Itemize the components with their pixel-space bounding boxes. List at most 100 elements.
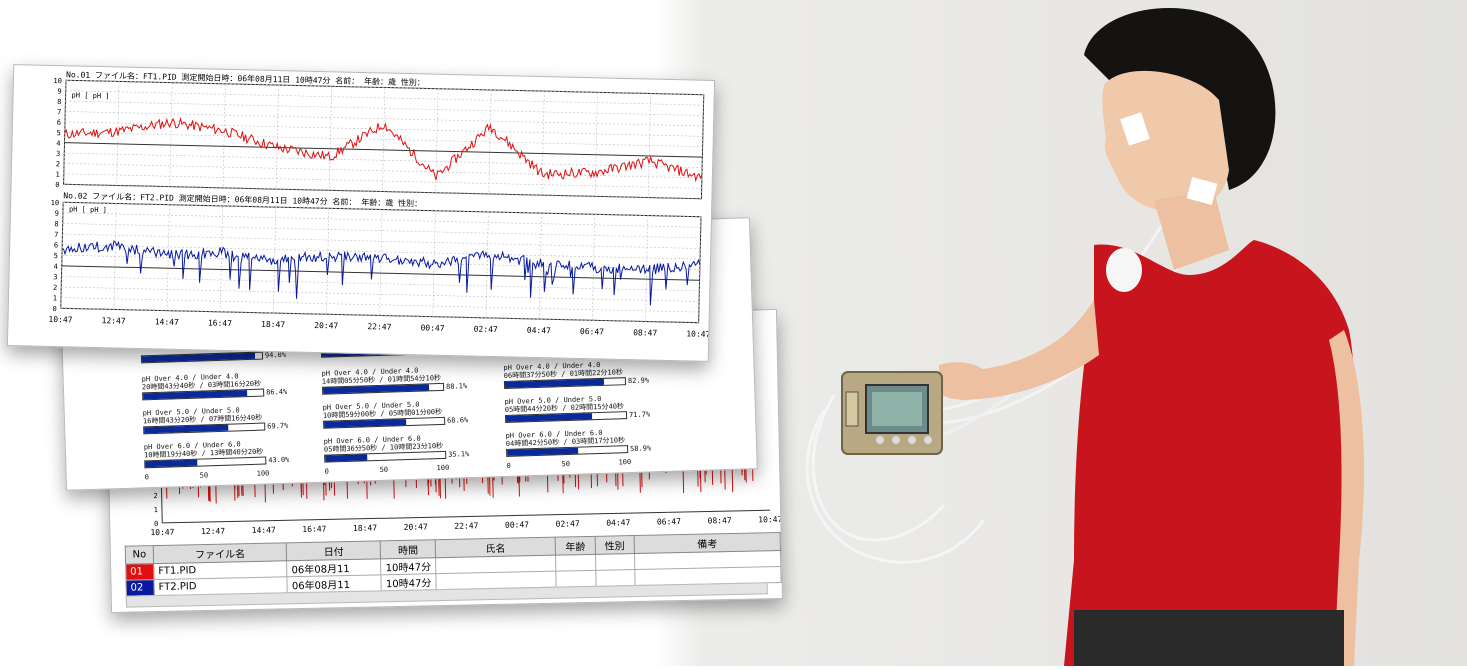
stat-bar-fill [324, 419, 406, 428]
stat-bar-fill [507, 448, 578, 456]
x-tick-label: 22:47 [454, 521, 478, 531]
x-tick-label: 08:47 [708, 516, 732, 526]
stat-bar-fill [144, 425, 228, 434]
y-tick-label: 9 [57, 87, 61, 95]
x-tick-label: 08:47 [633, 328, 657, 338]
y-tick-label: 5 [54, 252, 58, 260]
y-tick-label: 4 [53, 263, 57, 271]
y-tick-label: 0 [154, 520, 158, 528]
y-tick-label: 3 [53, 273, 57, 281]
stat-bar-fill [506, 413, 592, 422]
table-cell [556, 554, 596, 571]
y-tick-label: 0 [52, 305, 56, 313]
channel-2-series-label: pH [ pH ] [69, 205, 107, 214]
stat-percent: 68.6% [447, 416, 468, 425]
x-tick-label: 20:47 [314, 321, 338, 331]
y-tick-label: 3 [56, 150, 60, 158]
x-tick-label: 04:47 [527, 326, 551, 336]
stat-percent: 86.4% [266, 388, 287, 397]
y-tick-label: 10 [51, 199, 60, 207]
x-gridline [382, 88, 384, 192]
x-tick-label: 04:47 [606, 518, 630, 528]
y-tick-label: 5 [56, 129, 60, 137]
stat-bar-fill [145, 460, 197, 468]
x-tick-label: 12:47 [102, 316, 126, 326]
table-cell [596, 570, 636, 587]
y-tick-label: 7 [54, 231, 58, 239]
table-cell [595, 554, 635, 571]
y-tick-label: 2 [56, 160, 60, 168]
x-tick-label: 10:47 [686, 329, 710, 339]
table-cell: 10時47分 [381, 558, 436, 575]
y-tick-label: 2 [153, 492, 157, 500]
x-tick-label: 16:47 [208, 319, 232, 329]
y-tick-label: 10 [53, 77, 62, 85]
table-cell [556, 570, 596, 587]
stat-bar-fill [325, 454, 367, 461]
y-tick-label: 1 [154, 506, 158, 514]
stat-percent: 71.7% [629, 410, 650, 419]
column-header[interactable]: 時間 [381, 540, 436, 559]
x-tick-label: 10:47 [758, 515, 780, 525]
stat-bar-fill [505, 379, 605, 388]
stat-percent: 43.0% [268, 456, 289, 465]
stat-percent: 69.7% [267, 422, 288, 431]
x-tick-label: 14:47 [252, 526, 276, 536]
x-gridline [380, 209, 382, 315]
x-tick-label: 18:47 [261, 320, 285, 330]
x-tick-label: 06:47 [657, 517, 681, 527]
column-header[interactable]: 年齢 [556, 536, 596, 555]
y-tick-label: 9 [55, 210, 59, 218]
y-tick-label: 8 [54, 220, 58, 228]
y-tick-label: 0 [55, 181, 59, 189]
table-cell: 01 [126, 564, 154, 581]
stat-bar-fill [143, 390, 247, 399]
x-tick-label: 00:47 [505, 520, 529, 530]
column-header[interactable]: 日付 [286, 541, 380, 561]
x-tick-label: 02:47 [556, 519, 580, 529]
y-tick-label: 2 [53, 284, 57, 292]
ph-chart: No.01 ファイル名：FT1.PID 測定開始日時：06年08月11日 10時… [8, 65, 714, 361]
x-tick-label: 10:47 [150, 528, 174, 538]
x-tick-label: 16:47 [302, 524, 326, 534]
y-tick-label: 1 [53, 294, 57, 302]
y-tick-label: 7 [57, 108, 61, 116]
x-tick-label: 10:47 [48, 315, 72, 325]
y-tick-label: 1 [55, 171, 59, 179]
table-cell: 02 [126, 580, 154, 597]
x-tick-label: 06:47 [580, 327, 604, 337]
x-tick-label: 22:47 [367, 322, 391, 332]
stat-top-row: 94.0% [141, 350, 301, 363]
x-tick-label: 12:47 [201, 527, 225, 537]
x-tick-label: 18:47 [353, 523, 377, 533]
x-tick-label: 20:47 [404, 522, 428, 532]
x-tick-label: 00:47 [420, 323, 444, 333]
stat-percent: 58.9% [630, 444, 651, 453]
stat-percent: 35.1% [448, 450, 469, 459]
column-header[interactable]: No [125, 546, 153, 565]
column-header[interactable]: 性別 [595, 536, 635, 555]
ph-graph-window: No.01 ファイル名：FT1.PID 測定開始日時：06年08月11日 10時… [7, 64, 715, 362]
stat-percent: 82.9% [628, 376, 649, 385]
x-tick-label: 14:47 [155, 317, 179, 327]
stat-bar-fill [323, 384, 429, 393]
y-tick-label: 6 [57, 119, 61, 127]
y-tick-label: 4 [56, 139, 60, 147]
channel-1-series-label: pH [ pH ] [72, 91, 110, 100]
stat-percent: 88.1% [446, 382, 467, 391]
series-line-1 [64, 115, 703, 186]
table-cell: 06年08月11 [287, 559, 381, 577]
x-tick-label: 02:47 [474, 325, 498, 335]
